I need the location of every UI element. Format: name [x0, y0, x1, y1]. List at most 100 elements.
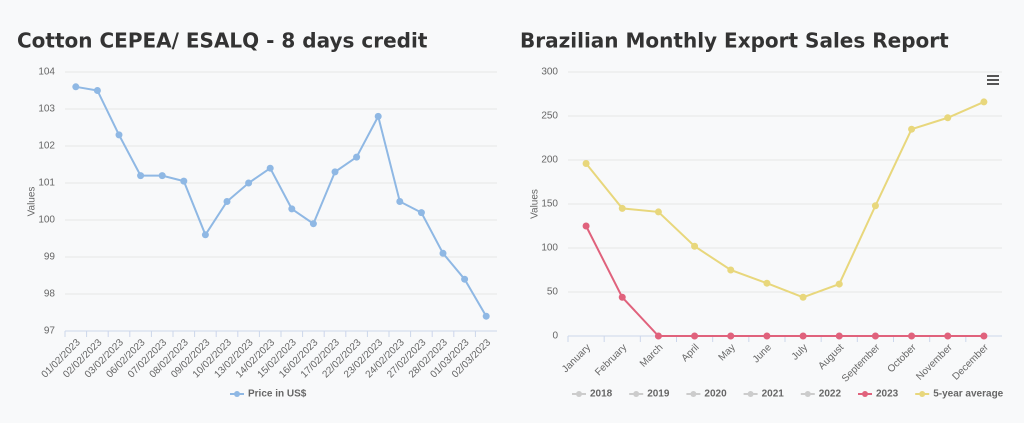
- y-tick-label: 98: [44, 289, 56, 300]
- point: [137, 172, 145, 180]
- legend-symbol: [690, 391, 697, 397]
- x-tick-label: June: [751, 342, 774, 365]
- x-tick-label: September: [840, 342, 883, 385]
- point: [396, 198, 404, 205]
- legend-label: 2018: [590, 389, 613, 400]
- point: [93, 87, 101, 94]
- legend-symbol: [234, 391, 240, 397]
- legend-item[interactable]: 2018: [572, 389, 613, 400]
- legend-item[interactable]: 2022: [800, 389, 842, 400]
- legend-item[interactable]: 5-year average: [915, 389, 1004, 400]
- y-tick-label: 50: [547, 287, 559, 298]
- point: [618, 293, 626, 301]
- point: [654, 332, 662, 340]
- legend-item[interactable]: Price in US$: [230, 389, 307, 400]
- legend-symbol: [919, 391, 926, 397]
- x-tick-label: May: [717, 342, 738, 363]
- point: [374, 112, 382, 120]
- legend-label: 2023: [876, 389, 899, 400]
- legend-symbol: [862, 391, 868, 397]
- point: [691, 242, 699, 250]
- x-tick-label: March: [638, 342, 665, 369]
- menu-bar: [987, 79, 999, 81]
- point: [763, 332, 771, 340]
- y-tick-label: 150: [541, 199, 558, 210]
- legend-symbol: [633, 391, 640, 397]
- y-tick-label: 99: [44, 252, 56, 263]
- menu-bar: [987, 83, 999, 85]
- point: [72, 83, 80, 91]
- point: [691, 332, 699, 340]
- y-axis-label: Values: [530, 189, 541, 219]
- point: [799, 332, 807, 340]
- point: [331, 168, 339, 176]
- x-tick-label: November: [914, 342, 955, 383]
- series-line: [585, 101, 985, 299]
- y-tick-label: 101: [38, 178, 55, 189]
- point: [944, 114, 952, 122]
- point: [835, 332, 843, 340]
- menu-bar: [987, 75, 999, 77]
- legend-label: 2020: [704, 389, 727, 400]
- y-tick-label: 102: [38, 141, 55, 152]
- legend-item[interactable]: 2019: [629, 389, 670, 400]
- y-tick-label: 100: [541, 243, 558, 254]
- x-tick-label: April: [680, 342, 702, 364]
- point: [908, 332, 916, 340]
- point: [180, 177, 188, 185]
- x-tick-label: July: [790, 342, 810, 362]
- menu-icon[interactable]: [987, 75, 999, 85]
- point: [439, 249, 447, 257]
- legend-item[interactable]: 2021: [743, 389, 785, 400]
- point: [309, 220, 317, 228]
- y-tick-label: 250: [541, 111, 558, 122]
- point: [582, 222, 590, 230]
- point: [353, 153, 361, 161]
- y-tick-label: 97: [44, 326, 56, 337]
- point: [980, 332, 988, 340]
- legend-label: 5-year average: [933, 389, 1003, 400]
- legend-item[interactable]: 2020: [686, 389, 727, 400]
- x-tick-label: October: [886, 342, 919, 375]
- point: [288, 205, 296, 213]
- x-tick-label: December: [951, 342, 992, 383]
- legend-symbol: [804, 391, 811, 397]
- point: [158, 172, 166, 180]
- point: [582, 160, 590, 168]
- y-tick-label: 100: [38, 215, 55, 226]
- point: [835, 280, 843, 288]
- point: [417, 209, 425, 217]
- point: [799, 293, 807, 301]
- chart-title: Cotton CEPEA/ ESALQ - 8 days credit: [17, 29, 428, 53]
- y-tick-label: 104: [38, 67, 55, 78]
- point: [871, 202, 879, 210]
- legend-label: 2021: [762, 389, 785, 400]
- point: [223, 198, 231, 205]
- point: [201, 231, 209, 239]
- legend-symbol: [576, 391, 582, 397]
- point: [482, 312, 490, 320]
- point: [115, 131, 123, 139]
- y-axis-label: Values: [27, 187, 38, 217]
- point: [944, 332, 952, 340]
- legend-item[interactable]: 2023: [858, 389, 899, 400]
- point: [461, 275, 469, 283]
- chart-title: Brazilian Monthly Export Sales Report: [520, 29, 949, 53]
- point: [763, 279, 771, 287]
- point: [266, 164, 274, 172]
- x-tick-label: August: [816, 342, 846, 372]
- x-tick-label: February: [593, 342, 629, 378]
- point: [980, 98, 988, 106]
- y-tick-label: 200: [541, 155, 558, 166]
- legend-label: 2022: [819, 389, 842, 400]
- y-tick-label: 0: [552, 331, 558, 342]
- point: [727, 332, 735, 340]
- x-tick-label: January: [560, 342, 593, 375]
- point: [908, 125, 916, 133]
- point: [245, 179, 253, 187]
- legend-label: Price in US$: [248, 389, 307, 400]
- legend-label: 2019: [647, 389, 670, 400]
- point: [654, 208, 662, 216]
- series-line: [585, 225, 984, 337]
